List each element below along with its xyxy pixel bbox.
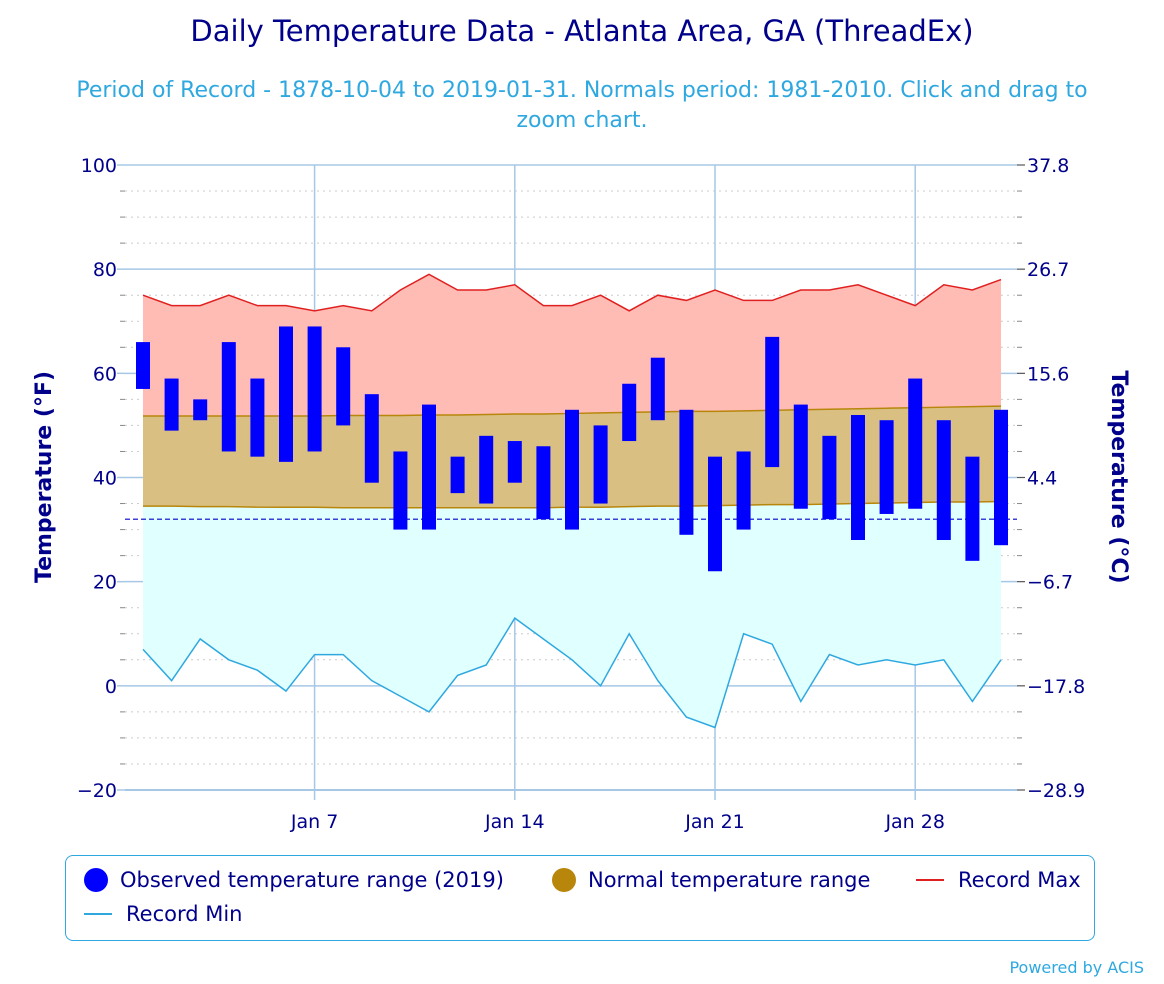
observed-bar bbox=[650, 357, 665, 421]
legend-label-record-min: Record Min bbox=[126, 902, 243, 926]
observed-bar bbox=[765, 336, 780, 468]
y-tick-label-right: 37.8 bbox=[1027, 155, 1069, 177]
legend-label-record-max: Record Max bbox=[958, 868, 1081, 892]
observed-bar bbox=[393, 451, 408, 530]
y-tick-label-left: 40 bbox=[93, 468, 117, 490]
observed-bar bbox=[450, 456, 465, 494]
record-min-area bbox=[143, 501, 1001, 728]
legend-line-record-min bbox=[84, 913, 112, 915]
observed-bar bbox=[822, 435, 837, 520]
legend-dot-observed bbox=[84, 868, 108, 892]
legend-label-normal: Normal temperature range bbox=[588, 868, 871, 892]
observed-bar bbox=[279, 326, 293, 462]
x-tick-label: Jan 7 bbox=[290, 811, 338, 833]
legend-line-record-max bbox=[916, 879, 944, 881]
observed-bar bbox=[221, 342, 236, 452]
x-tick-label: Jan 14 bbox=[484, 811, 545, 833]
y-tick-label-left: 20 bbox=[93, 572, 117, 594]
legend-item-normal[interactable]: Normal temperature range bbox=[552, 868, 870, 892]
y-tick-label-left: 60 bbox=[93, 363, 117, 385]
observed-bar bbox=[250, 378, 265, 457]
observed-bar bbox=[507, 441, 522, 483]
record-max-area bbox=[143, 274, 1001, 417]
observed-bar bbox=[193, 399, 208, 421]
observed-bar bbox=[364, 394, 379, 483]
x-tick-label: Jan 28 bbox=[884, 811, 945, 833]
observed-bar bbox=[994, 409, 1008, 546]
temperature-chart[interactable]: 100 37.8 80 26.7 60 15.6 40 4.4 20 −6.7 0 −17.8 −20 −… bbox=[0, 0, 1164, 850]
observed-bar bbox=[479, 435, 494, 504]
y-tick-label-right: 15.6 bbox=[1027, 363, 1069, 385]
observed-bar bbox=[164, 378, 179, 431]
y-tick-label-right: −17.8 bbox=[1027, 676, 1085, 698]
observed-bars bbox=[136, 326, 1008, 572]
y-tick-label-left: 80 bbox=[93, 259, 117, 281]
observed-bar bbox=[536, 446, 551, 520]
observed-bar bbox=[736, 451, 751, 530]
y-axis-title-left: Temperature (°F) bbox=[32, 371, 57, 583]
legend-item-observed[interactable]: Observed temperature range (2019) bbox=[84, 868, 504, 892]
legend-dot-normal bbox=[552, 868, 576, 892]
observed-bar bbox=[422, 404, 436, 530]
y-tick-label-right: 4.4 bbox=[1027, 468, 1057, 490]
legend-label-observed: Observed temperature range (2019) bbox=[120, 868, 504, 892]
observed-bar bbox=[307, 326, 322, 452]
y-tick-label-left: −20 bbox=[77, 780, 117, 802]
legend-item-record-max[interactable]: Record Max bbox=[916, 868, 1081, 892]
chart-title: Daily Temperature Data - Atlanta Area, G… bbox=[190, 14, 974, 48]
y-tick-label-left: 0 bbox=[105, 676, 117, 698]
chart-subtitle: Period of Record - 1878-10-04 to 2019-01… bbox=[76, 78, 1088, 133]
observed-bar bbox=[908, 378, 923, 509]
observed-bar bbox=[622, 383, 637, 442]
x-tick-label: Jan 21 bbox=[684, 811, 745, 833]
record-max-line bbox=[142, 273, 1002, 312]
y-tick-label-right: −6.7 bbox=[1027, 572, 1073, 594]
observed-bar bbox=[851, 415, 865, 540]
y-axis-title-right: Temperature (°C) bbox=[1106, 370, 1131, 583]
observed-bar bbox=[679, 409, 694, 535]
credits-link[interactable]: Powered by ACIS bbox=[1009, 958, 1144, 977]
observed-bar bbox=[336, 347, 351, 426]
observed-bar bbox=[565, 409, 579, 530]
y-tick-label-right: 26.7 bbox=[1027, 259, 1069, 281]
y-tick-label-right: −28.9 bbox=[1027, 780, 1085, 802]
axes: 100 37.8 80 26.7 60 15.6 40 4.4 20 −6.7 0 −17.8 −20 −… bbox=[77, 155, 1085, 833]
observed-bar bbox=[879, 420, 894, 514]
y-tick-label-left: 100 bbox=[81, 155, 117, 177]
observed-bar bbox=[965, 456, 980, 561]
legend: Observed temperature range (2019) Normal… bbox=[65, 855, 1095, 941]
observed-bar bbox=[136, 342, 150, 389]
observed-bar bbox=[936, 420, 951, 540]
observed-bar bbox=[593, 425, 608, 504]
observed-bar bbox=[793, 404, 808, 509]
observed-bar bbox=[708, 456, 722, 572]
record-min-line bbox=[142, 617, 1002, 729]
legend-item-record-min[interactable]: Record Min bbox=[84, 902, 243, 926]
record-lines bbox=[125, 273, 1017, 729]
